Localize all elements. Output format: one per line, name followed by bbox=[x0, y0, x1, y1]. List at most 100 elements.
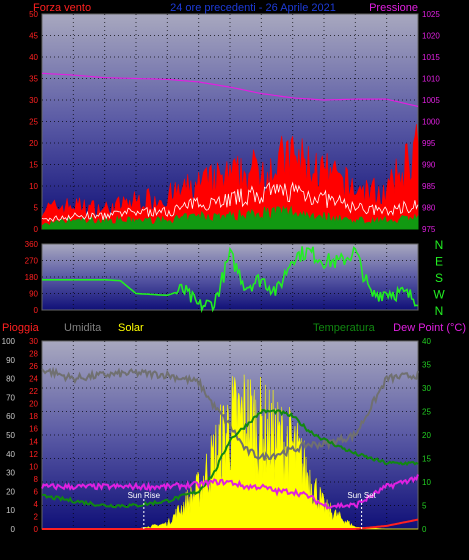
y-tick-label: 0 bbox=[34, 525, 39, 534]
y-tick-label: 4 bbox=[34, 500, 39, 509]
y-tick-label: 30 bbox=[422, 384, 431, 393]
x-tick-label: 02 bbox=[68, 531, 78, 541]
x-tick-label: 12 bbox=[225, 531, 235, 541]
y-tick-label: 70 bbox=[6, 393, 15, 402]
y-tick-label: 16 bbox=[29, 425, 38, 434]
y-tick-label: 90 bbox=[6, 356, 15, 365]
series-wind-min bbox=[41, 205, 419, 230]
x-tick-label: 20 bbox=[350, 231, 360, 241]
sunrise-label: Sun Rise bbox=[128, 491, 161, 500]
y-tick-label: 10 bbox=[29, 182, 38, 191]
y-tick-label: 1000 bbox=[422, 118, 440, 127]
y-tick-label: 40 bbox=[6, 450, 15, 459]
y-tick-label: 1025 bbox=[422, 10, 440, 19]
y-tick-label: 15 bbox=[29, 161, 38, 170]
series-rain bbox=[42, 518, 419, 530]
x-tick-label: 18 bbox=[319, 231, 329, 241]
y-tick-label: 24 bbox=[29, 375, 38, 384]
y-tick-label: 270 bbox=[25, 257, 39, 266]
compass-label: W bbox=[433, 288, 445, 302]
y-tick-label: 990 bbox=[422, 161, 436, 170]
series-pressure bbox=[41, 72, 419, 108]
x-tick-label: 04 bbox=[100, 531, 110, 541]
y-tick-label: 8 bbox=[34, 475, 39, 484]
x-tick-label: 14 bbox=[256, 531, 266, 541]
wind-pressure-chart: 0510152025303540455097598098599099510001… bbox=[29, 10, 440, 241]
y-tick-label: 50 bbox=[6, 431, 15, 440]
x-tick-label: 22 bbox=[382, 231, 392, 241]
y-tick-label: 0 bbox=[34, 306, 39, 315]
y-tick-label: 40 bbox=[29, 53, 38, 62]
y-tick-label: 6 bbox=[34, 487, 39, 496]
y-tick-label: 0 bbox=[34, 225, 39, 234]
x-tick-label: 20 bbox=[350, 531, 360, 541]
y-tick-label: 12 bbox=[29, 450, 38, 459]
y-tick-label: 100 bbox=[2, 337, 16, 346]
y-tick-label: 10 bbox=[422, 478, 431, 487]
y-tick-label: 1020 bbox=[422, 32, 440, 41]
series-wind-avg bbox=[41, 181, 419, 222]
x-tick-label: 00 bbox=[413, 531, 423, 541]
y-tick-label: 30 bbox=[29, 337, 38, 346]
y-tick-label: 5 bbox=[422, 502, 427, 511]
y-tick-label: 985 bbox=[422, 182, 436, 191]
x-tick-label: 14 bbox=[256, 231, 266, 241]
y-tick-label: 10 bbox=[6, 506, 15, 515]
rain-label: Pioggia bbox=[2, 322, 40, 334]
x-tick-label: 06 bbox=[131, 231, 141, 241]
solar-label: Solar bbox=[118, 322, 144, 334]
x-tick-label: 10 bbox=[194, 231, 204, 241]
y-tick-label: 18 bbox=[29, 412, 38, 421]
y-tick-label: 35 bbox=[29, 75, 38, 84]
y-tick-label: 25 bbox=[29, 118, 38, 127]
y-tick-label: 15 bbox=[422, 455, 431, 464]
y-tick-label: 26 bbox=[29, 362, 38, 371]
x-tick-label: 04 bbox=[100, 231, 110, 241]
sunset-label: Sun Set bbox=[347, 491, 376, 500]
y-tick-label: 28 bbox=[29, 350, 38, 359]
chart-period-title: 24 ore precedenti - 26 Aprile 2021 bbox=[170, 2, 336, 14]
series-gust bbox=[41, 123, 419, 230]
y-tick-label: 30 bbox=[29, 96, 38, 105]
x-tick-label: 16 bbox=[288, 531, 298, 541]
y-tick-label: 0 bbox=[422, 525, 427, 534]
y-tick-label: 1015 bbox=[422, 53, 440, 62]
x-tick-label: 22 bbox=[382, 531, 392, 541]
x-tick-label: 06 bbox=[131, 531, 141, 541]
x-tick-label: 08 bbox=[162, 531, 172, 541]
compass-label: N bbox=[435, 238, 444, 252]
y-tick-label: 180 bbox=[25, 273, 39, 282]
compass-label: N bbox=[435, 304, 444, 318]
dewpoint-label: Dew Point (°C) bbox=[393, 322, 466, 334]
y-tick-label: 22 bbox=[29, 387, 38, 396]
y-tick-label: 35 bbox=[422, 361, 431, 370]
y-tick-label: 90 bbox=[29, 290, 38, 299]
y-tick-label: 10 bbox=[29, 462, 38, 471]
series-humidity bbox=[41, 366, 419, 461]
y-tick-label: 45 bbox=[29, 32, 38, 41]
compass-label: E bbox=[435, 255, 443, 269]
y-tick-label: 20 bbox=[422, 431, 431, 440]
y-tick-label: 30 bbox=[6, 469, 15, 478]
y-tick-label: 80 bbox=[6, 375, 15, 384]
y-tick-label: 20 bbox=[6, 487, 15, 496]
x-tick-label: 18 bbox=[319, 531, 329, 541]
y-tick-label: 40 bbox=[422, 337, 431, 346]
series-temperature bbox=[41, 408, 419, 509]
x-tick-label: 12 bbox=[225, 231, 235, 241]
y-tick-label: 25 bbox=[422, 408, 431, 417]
y-tick-label: 360 bbox=[25, 240, 39, 249]
y-tick-label: 1005 bbox=[422, 96, 440, 105]
y-tick-label: 1010 bbox=[422, 75, 440, 84]
compass-label: S bbox=[435, 271, 443, 285]
x-tick-label: 10 bbox=[194, 531, 204, 541]
x-tick-label: 08 bbox=[162, 231, 172, 241]
y-tick-label: 2 bbox=[34, 512, 39, 521]
y-tick-label: 5 bbox=[34, 204, 39, 213]
y-tick-label: 975 bbox=[422, 225, 436, 234]
pressure-label: Pressione bbox=[369, 2, 418, 14]
